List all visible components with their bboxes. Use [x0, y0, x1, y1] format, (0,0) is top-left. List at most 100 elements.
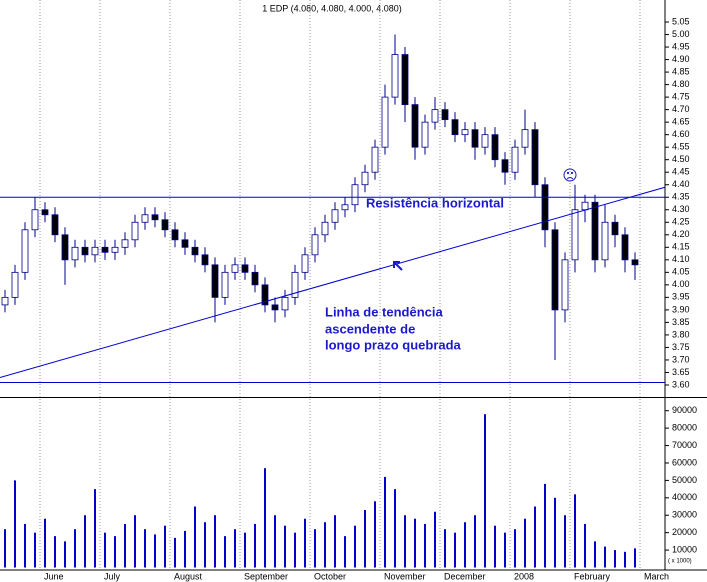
candle-body	[31, 209, 39, 231]
candle-body	[191, 246, 199, 256]
volume-bar	[414, 518, 416, 568]
volume-bar	[524, 518, 526, 568]
volume-bar	[94, 489, 96, 568]
volume-bar	[74, 529, 76, 568]
volume-bar	[544, 483, 546, 568]
volume-bar	[244, 532, 246, 568]
y-tick-label: 3.80	[672, 329, 690, 339]
volume-bar	[324, 522, 326, 568]
candle-body	[451, 119, 459, 136]
candle-body	[251, 271, 259, 286]
volume-bar	[434, 511, 436, 568]
x-tick-label: October	[314, 571, 346, 581]
candle-body	[81, 246, 89, 256]
candle-body	[151, 214, 159, 221]
volume-bar	[364, 510, 366, 568]
candle-body	[581, 201, 589, 211]
candle-body	[611, 221, 619, 236]
volume-bar	[144, 529, 146, 568]
candle-body	[421, 121, 429, 148]
x-tick-label: August	[174, 571, 203, 581]
candle-body	[381, 96, 389, 148]
candle-body	[71, 246, 79, 261]
candle-body	[341, 204, 349, 211]
volume-bar	[594, 541, 596, 568]
y-tick-label: 3.75	[672, 342, 690, 352]
volume-bar	[484, 414, 486, 568]
candle-body	[181, 239, 189, 248]
x-tick-label: July	[104, 571, 121, 581]
y-tick-label: 4.80	[672, 79, 690, 89]
volume-bar	[264, 468, 266, 568]
candle-body	[1, 296, 9, 306]
candle-body	[431, 109, 439, 123]
volume-bar	[284, 525, 286, 568]
x-tick-label: June	[44, 571, 64, 581]
candle-body	[491, 134, 499, 161]
candle-body	[321, 221, 329, 236]
y-tick-label: 10000	[672, 544, 697, 554]
y-tick-label: 4.45	[672, 167, 690, 177]
volume-bar	[14, 480, 16, 568]
y-tick-label: 40000	[672, 492, 697, 502]
candle-body	[131, 221, 139, 241]
axis-note: ( x 1000)	[668, 559, 692, 565]
volume-bar	[104, 532, 106, 568]
volume-bar	[164, 525, 166, 568]
y-tick-label: 4.55	[672, 142, 690, 152]
y-tick-label: 4.90	[672, 54, 690, 64]
volume-bar	[404, 515, 406, 568]
candle-body	[161, 219, 169, 231]
volume-bar	[294, 532, 296, 568]
y-tick-label: 4.35	[672, 192, 690, 202]
candle-body	[51, 214, 59, 236]
volume-bar	[224, 536, 226, 568]
volume-bar	[474, 515, 476, 568]
annotation: ascendente de	[325, 321, 415, 336]
volume-bar	[514, 529, 516, 568]
volume-bar	[334, 515, 336, 568]
volume-bar	[214, 515, 216, 568]
volume-bar	[114, 536, 116, 568]
volume-bar	[194, 506, 196, 568]
volume-bar	[24, 523, 26, 568]
candle-body	[171, 229, 179, 241]
candle-body	[221, 271, 229, 298]
volume-bar	[44, 518, 46, 568]
volume-bar	[394, 489, 396, 568]
y-tick-label: 30000	[672, 510, 697, 520]
candle-body	[391, 54, 399, 98]
candle-body	[441, 109, 449, 121]
y-tick-label: 4.20	[672, 229, 690, 239]
volume-bar	[174, 537, 176, 568]
volume-bar	[624, 551, 626, 568]
candle-body	[501, 159, 509, 173]
candle-body	[351, 184, 359, 206]
x-tick-label: 2008	[514, 571, 534, 581]
volume-bar	[634, 548, 636, 568]
candle-body	[311, 234, 319, 256]
annotation: longo prazo quebrada	[325, 337, 462, 352]
volume-bar	[4, 529, 6, 568]
volume-bar	[234, 529, 236, 568]
y-tick-label: 5.05	[672, 16, 690, 26]
volume-bar	[534, 506, 536, 568]
y-tick-label: 3.70	[672, 354, 690, 364]
volume-bar	[34, 532, 36, 568]
annotation: Linha de tendência	[325, 304, 444, 319]
candle-body	[41, 209, 49, 216]
y-tick-label: 50000	[672, 475, 697, 485]
y-tick-label: 90000	[672, 405, 697, 415]
candle-body	[201, 254, 209, 266]
y-tick-label: 5.00	[672, 29, 690, 39]
candle-body	[461, 129, 469, 136]
volume-bar	[344, 536, 346, 568]
candle-body	[91, 246, 99, 256]
x-tick-label: November	[384, 571, 426, 581]
candle-body	[271, 304, 279, 311]
candle-body	[101, 246, 109, 253]
volume-bar	[64, 541, 66, 568]
x-tick-label: September	[244, 571, 288, 581]
y-tick-label: 4.75	[672, 91, 690, 101]
chart-title: 1 EDP (4.080, 4.080, 4.000, 4.080)	[262, 3, 401, 13]
